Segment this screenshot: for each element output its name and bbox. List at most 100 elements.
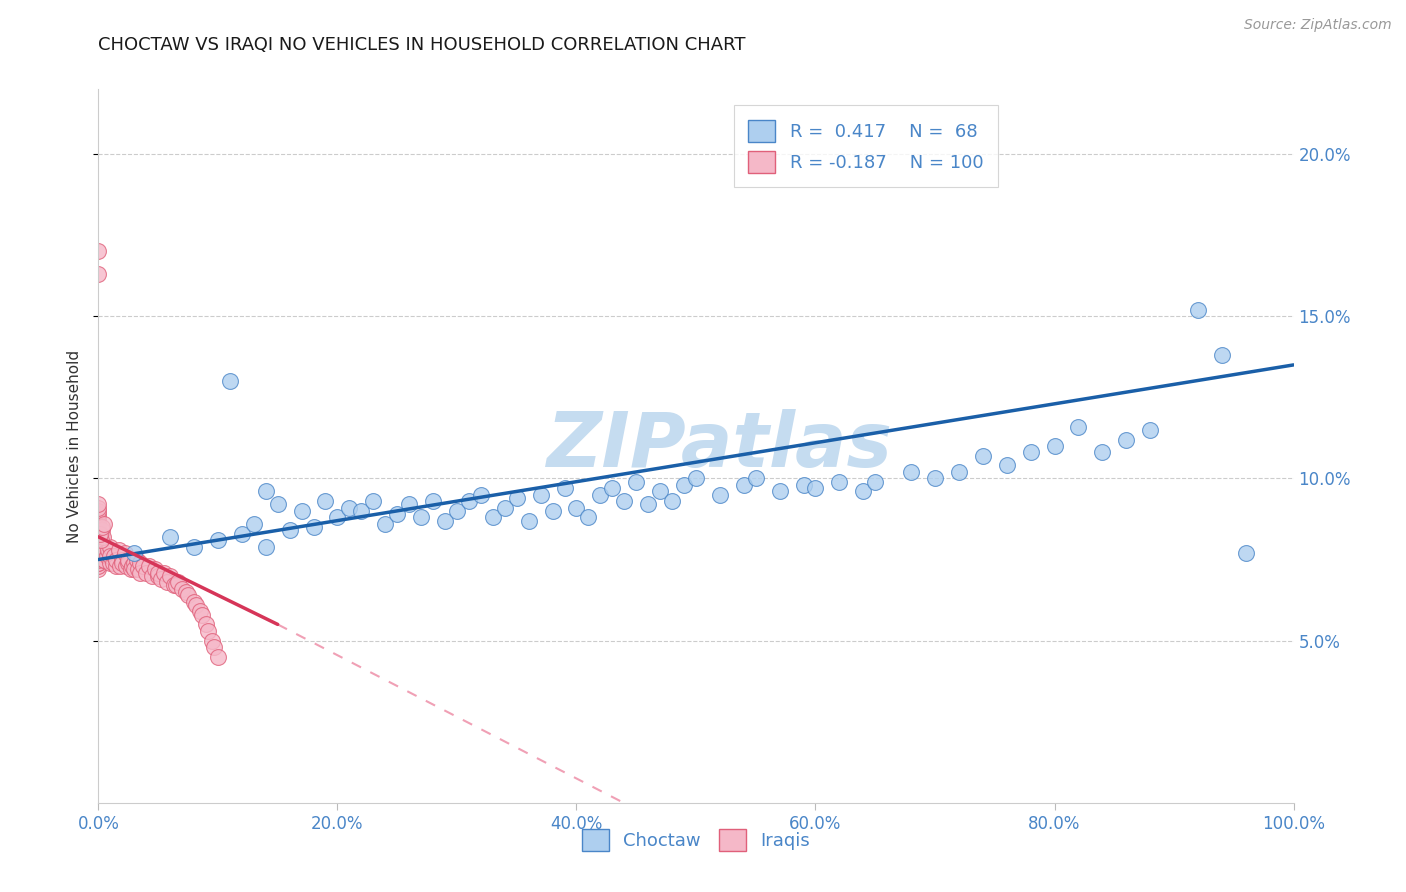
- Point: [458, 494, 481, 508]
- Point: [865, 475, 887, 489]
- Point: [87, 536, 110, 550]
- Y-axis label: No Vehicles in Household: No Vehicles in Household: [67, 350, 83, 542]
- Point: [87, 526, 110, 541]
- Point: [87, 516, 110, 531]
- Point: [733, 478, 755, 492]
- Point: [117, 552, 139, 566]
- Point: [1019, 445, 1042, 459]
- Point: [517, 514, 540, 528]
- Point: [87, 546, 110, 560]
- Point: [87, 536, 110, 550]
- Point: [828, 475, 851, 489]
- Point: [108, 559, 131, 574]
- Point: [167, 575, 190, 590]
- Point: [363, 494, 385, 508]
- Point: [900, 465, 922, 479]
- Point: [267, 497, 290, 511]
- Point: [87, 549, 110, 564]
- Text: ZIPatlas: ZIPatlas: [547, 409, 893, 483]
- Point: [219, 374, 242, 388]
- Point: [995, 458, 1018, 473]
- Point: [626, 475, 648, 489]
- Point: [278, 524, 301, 538]
- Point: [121, 559, 143, 574]
- Point: [350, 504, 373, 518]
- Point: [103, 549, 125, 564]
- Point: [1139, 423, 1161, 437]
- Point: [90, 526, 112, 541]
- Point: [93, 552, 115, 566]
- Point: [129, 566, 152, 580]
- Text: Source: ZipAtlas.com: Source: ZipAtlas.com: [1244, 18, 1392, 32]
- Point: [120, 562, 142, 576]
- Point: [197, 624, 219, 638]
- Point: [745, 471, 768, 485]
- Point: [673, 478, 696, 492]
- Point: [124, 562, 146, 576]
- Point: [131, 559, 153, 574]
- Point: [1091, 445, 1114, 459]
- Point: [87, 540, 110, 554]
- Point: [127, 562, 149, 576]
- Point: [87, 540, 110, 554]
- Point: [177, 588, 200, 602]
- Point: [98, 556, 122, 570]
- Point: [87, 514, 110, 528]
- Point: [1115, 433, 1137, 447]
- Point: [165, 578, 187, 592]
- Point: [143, 562, 166, 576]
- Point: [191, 607, 214, 622]
- Point: [613, 494, 636, 508]
- Point: [87, 497, 110, 511]
- Point: [87, 267, 110, 281]
- Point: [1067, 419, 1090, 434]
- Point: [565, 500, 588, 515]
- Point: [481, 510, 505, 524]
- Point: [207, 533, 229, 547]
- Point: [188, 604, 211, 618]
- Point: [89, 526, 111, 541]
- Point: [91, 542, 114, 557]
- Point: [648, 484, 672, 499]
- Point: [93, 516, 115, 531]
- Point: [159, 530, 181, 544]
- Point: [91, 530, 114, 544]
- Point: [1187, 302, 1209, 317]
- Point: [446, 504, 468, 518]
- Point: [105, 552, 128, 566]
- Point: [422, 494, 444, 508]
- Point: [541, 504, 564, 518]
- Point: [153, 566, 176, 580]
- Point: [87, 520, 110, 534]
- Point: [97, 542, 120, 557]
- Point: [87, 556, 110, 570]
- Point: [1043, 439, 1066, 453]
- Point: [589, 488, 612, 502]
- Point: [804, 481, 827, 495]
- Point: [374, 516, 396, 531]
- Point: [972, 449, 994, 463]
- Point: [207, 649, 229, 664]
- Point: [315, 494, 337, 508]
- Point: [98, 549, 122, 564]
- Point: [768, 484, 790, 499]
- Point: [91, 524, 114, 538]
- Point: [924, 471, 946, 485]
- Point: [87, 552, 110, 566]
- Point: [87, 542, 110, 557]
- Point: [254, 484, 277, 499]
- Point: [115, 559, 138, 574]
- Point: [243, 516, 266, 531]
- Point: [793, 478, 815, 492]
- Point: [148, 568, 170, 582]
- Point: [93, 546, 115, 560]
- Point: [124, 556, 146, 570]
- Point: [87, 244, 110, 259]
- Point: [1211, 348, 1233, 362]
- Point: [111, 552, 134, 566]
- Point: [172, 582, 194, 596]
- Point: [96, 549, 118, 564]
- Point: [506, 491, 529, 505]
- Point: [87, 536, 110, 550]
- Point: [494, 500, 516, 515]
